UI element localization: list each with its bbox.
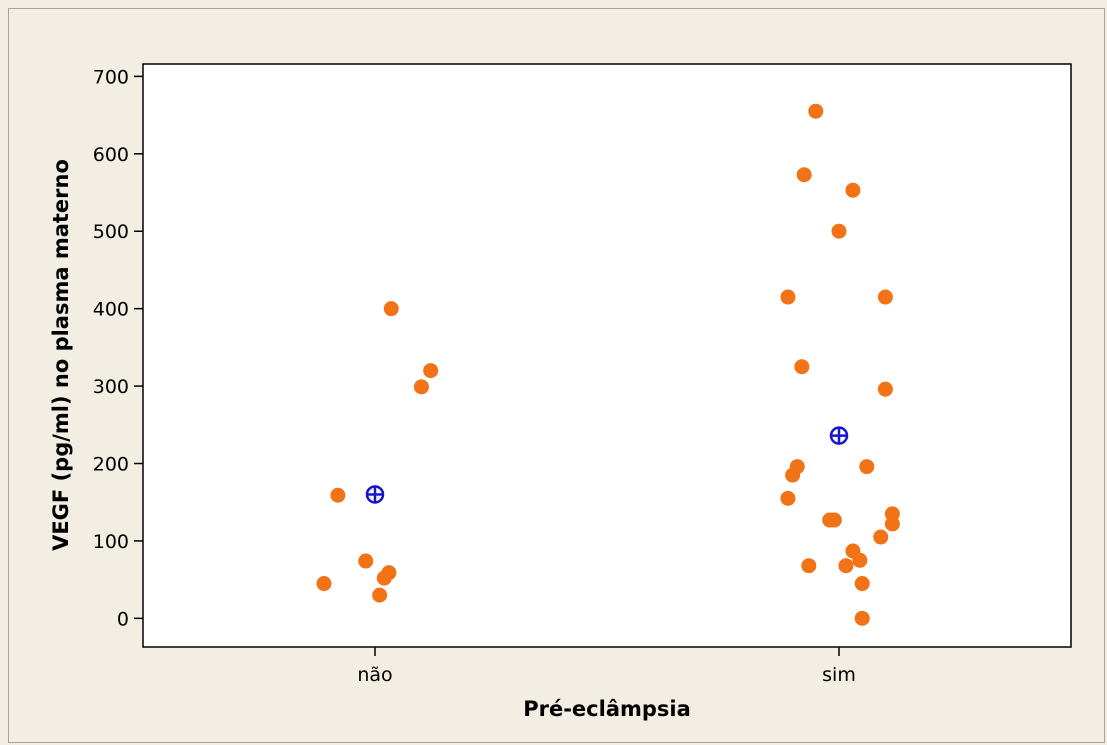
data-point xyxy=(358,553,374,569)
y-axis: 0 100 200 300 400 500 600 700 xyxy=(93,66,143,630)
x-axis: não sim xyxy=(357,647,856,686)
y-tick-label: 300 xyxy=(93,376,129,398)
x-tick-label: não xyxy=(357,664,392,686)
plot-area xyxy=(142,63,1072,648)
data-point xyxy=(330,487,346,503)
data-point xyxy=(372,587,388,603)
data-point xyxy=(845,182,861,198)
y-axis-title: VEGF (pg/ml) no plasma materno xyxy=(49,159,73,551)
data-point xyxy=(877,289,893,305)
data-point xyxy=(316,576,332,592)
data-point xyxy=(381,565,397,581)
data-point xyxy=(854,576,870,592)
data-point xyxy=(796,167,812,183)
data-point xyxy=(789,459,805,475)
y-tick-label: 100 xyxy=(93,531,129,553)
data-point xyxy=(808,103,824,119)
data-point xyxy=(831,223,847,239)
chart-frame xyxy=(8,8,1105,743)
y-tick-label: 700 xyxy=(93,66,129,88)
y-tick-label: 400 xyxy=(93,299,129,321)
data-point xyxy=(801,558,817,574)
data-point xyxy=(826,512,842,528)
data-point xyxy=(423,363,439,379)
data-point xyxy=(873,529,889,545)
y-tick-label: 200 xyxy=(93,454,129,476)
x-tick-label: sim xyxy=(822,664,856,686)
y-tick-label: 500 xyxy=(93,221,129,243)
data-point xyxy=(413,379,429,395)
mean-markers xyxy=(365,426,849,504)
data-point xyxy=(780,490,796,506)
data-point xyxy=(838,558,854,574)
data-points xyxy=(316,103,900,626)
mean-marker xyxy=(365,485,385,504)
data-point xyxy=(852,552,868,568)
y-tick-label: 0 xyxy=(117,608,129,630)
x-axis-title: Pré-eclâmpsia xyxy=(523,697,691,721)
data-point xyxy=(383,301,399,317)
data-point xyxy=(780,289,796,305)
data-point xyxy=(884,516,900,532)
mean-marker xyxy=(829,426,849,445)
y-tick-label: 600 xyxy=(93,144,129,166)
data-point xyxy=(794,359,810,375)
data-point xyxy=(859,459,875,475)
data-point xyxy=(854,610,870,626)
data-point xyxy=(877,381,893,397)
